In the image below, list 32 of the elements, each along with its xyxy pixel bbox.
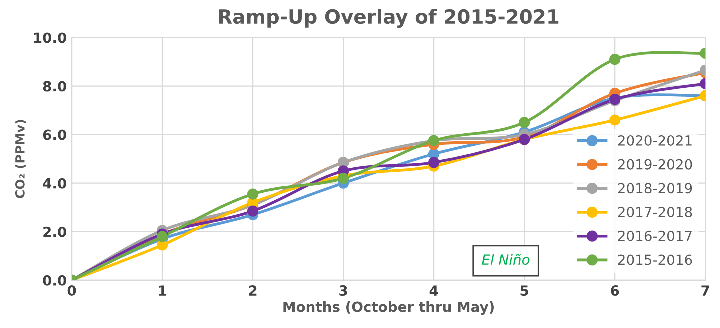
legend-label: 2020-2021	[618, 135, 692, 146]
y-axis-title: CO₂ (PPMv)	[15, 120, 26, 198]
point	[610, 114, 621, 126]
legend-label: 2015-2016	[618, 254, 692, 266]
y-tick-label: 4.0	[43, 178, 66, 189]
y-tick-label: 6.0	[43, 130, 66, 140]
point	[338, 172, 350, 184]
point	[610, 54, 621, 66]
x-tick-label: 7	[702, 286, 710, 296]
x-tick-label: 2	[249, 286, 257, 296]
point	[247, 206, 259, 217]
x-tick-label: 3	[340, 286, 348, 296]
x-tick-label: 5	[520, 286, 528, 296]
y-tick-label: 10.0	[34, 32, 66, 44]
legend-label: 2018-2019	[618, 183, 692, 194]
legend-label: 2016-2017	[618, 230, 692, 242]
point	[156, 231, 168, 242]
y-tick-label: 0.0	[43, 275, 66, 286]
x-tick-label: 6	[611, 286, 620, 296]
legend-label: 2017-2018	[618, 207, 692, 218]
x-tick-label: 1	[159, 286, 166, 296]
annotation: El Niño	[482, 254, 530, 266]
y-tick-label: 2.0	[44, 226, 66, 238]
point	[519, 117, 530, 128]
point	[428, 157, 440, 168]
x-axis-title: Months (October thru May)	[284, 302, 494, 316]
chart-title: Ramp-Up Overlay of 2015-2021	[219, 9, 559, 28]
point	[247, 188, 259, 200]
legend-label: 2019-2020	[618, 159, 692, 170]
y-tick-label: 8.0	[43, 81, 66, 92]
x-tick-label: 4	[430, 286, 438, 296]
x-tick-label: 0	[68, 286, 76, 296]
